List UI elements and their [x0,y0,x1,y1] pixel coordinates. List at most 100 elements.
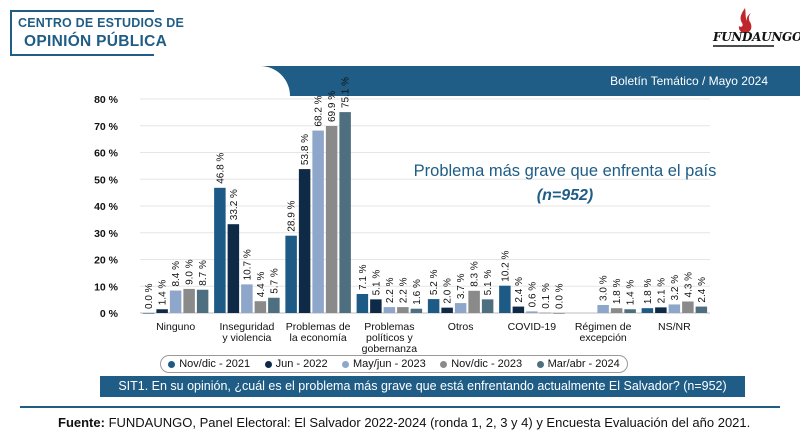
bar [241,284,253,313]
data-label: 68.2 % [314,95,325,126]
category-label: NS/NR [658,321,691,333]
bar [227,224,240,313]
y-tick-label: 70 % [94,121,119,133]
bar [682,301,694,313]
data-label: 3.0 % [599,275,610,301]
y-tick-label: 0 % [100,308,119,320]
bar [641,308,654,313]
bar [539,312,552,314]
bar [156,309,168,313]
category-label: Inseguridad [219,321,274,333]
category-label: Problemas de [286,321,351,333]
data-label: 5.2 % [429,269,440,295]
legend-label: Nov/dic - 2021 [179,358,251,370]
bar [254,301,267,313]
legend-swatch [264,360,272,368]
data-label: 1.6 % [412,279,423,305]
bar [553,313,565,314]
data-label: 3.7 % [456,273,467,299]
bar [668,304,681,313]
data-label: 28.9 % [287,200,298,231]
data-label: 4.3 % [683,272,694,298]
chart-title: Problema más grave que enfrenta el país [413,162,717,180]
bar [597,304,609,313]
bar [441,307,453,313]
data-label: 8.7 % [198,260,209,286]
y-tick-label: 60 % [94,148,119,160]
category-label: Problemas [364,321,414,333]
bar [298,169,311,313]
bar [526,311,538,313]
data-label: 8.4 % [171,261,182,287]
category-label: Régimen de [575,321,632,333]
y-tick-label: 30 % [94,228,119,240]
category-label: la economía [290,332,347,344]
bar [356,294,369,313]
data-label: 0.0 % [144,283,155,309]
data-label: 5.7 % [269,268,280,294]
header-band-cutout [0,66,290,96]
source-note: Fuente: FUNDAUNGO, Panel Electoral: El S… [58,415,750,430]
bar [512,306,525,313]
bar [196,289,209,313]
data-label: 10.7 % [242,249,253,280]
chart-legend: Nov/dic - 2021 Jun - 2022 May/jun - 2023 No… [160,355,628,373]
legend-label: Nov/dic - 2023 [451,358,523,370]
bar [325,126,338,313]
category-label: COVID-19 [508,321,557,333]
header: CENTRO DE ESTUDIOS DE OPINIÓN PÚBLICA FU… [0,0,800,62]
data-label: 9.0 % [185,259,196,285]
category-label: y violencia [222,332,271,344]
data-label: 5.1 % [371,270,382,296]
data-label: 46.8 % [215,153,226,184]
data-label: 4.4 % [256,272,267,298]
fundaungo-logo [713,8,774,47]
legend-item: Nov/dic - 2021 [168,358,250,370]
bar [339,112,351,313]
legend-label: Jun - 2022 [275,358,328,370]
bar [610,308,623,313]
data-label: 1.4 % [158,280,169,306]
bar [397,307,409,313]
bar [383,307,396,313]
survey-question: SIT1. En su opinión, ¿cuál es el problem… [100,376,745,397]
data-label: 2.0 % [443,278,454,304]
data-label: 33.2 % [229,189,240,220]
y-tick-label: 80 % [94,94,119,106]
data-label: 7.1 % [358,264,369,290]
source-text: FUNDAUNGO, Panel Electoral: El Salvador … [104,415,751,430]
bar [142,313,155,314]
bar [410,308,423,313]
legend-swatch [342,360,350,368]
category-label: Ninguno [156,321,195,333]
legend-label: Mar/abr - 2024 [547,358,620,370]
bar [624,309,636,313]
legend-label: May/jun - 2023 [353,358,426,370]
data-label: 5.1 % [483,270,494,296]
data-label: 53.8 % [300,134,311,165]
bar [468,290,480,313]
bulletin-label: Boletín Temático / Mayo 2024 [610,74,768,88]
data-label: 69.9 % [327,91,338,122]
bar [285,235,297,313]
legend-item: Mar/abr - 2024 [536,358,620,370]
data-label: 2.4 % [514,277,525,303]
chart-sample-size: (n=952) [536,187,594,204]
org-name-line1: CENTRO DE ESTUDIOS DE [18,16,185,30]
category-label: excepción [579,332,626,344]
legend-swatch [168,360,176,368]
source-label: Fuente: [58,415,105,430]
bar [169,290,182,313]
y-tick-label: 40 % [94,201,119,213]
category-label: Otros [448,321,474,333]
data-label: 3.2 % [670,275,681,301]
bar [312,130,324,313]
data-label: 2.1 % [656,278,667,304]
data-label: 2.4 % [697,277,708,303]
y-tick-label: 20 % [94,255,119,267]
legend-item: Jun - 2022 [264,358,328,370]
data-label: 2.2 % [398,277,409,303]
legend-swatch [536,360,544,368]
data-label: 8.3 % [470,261,481,287]
